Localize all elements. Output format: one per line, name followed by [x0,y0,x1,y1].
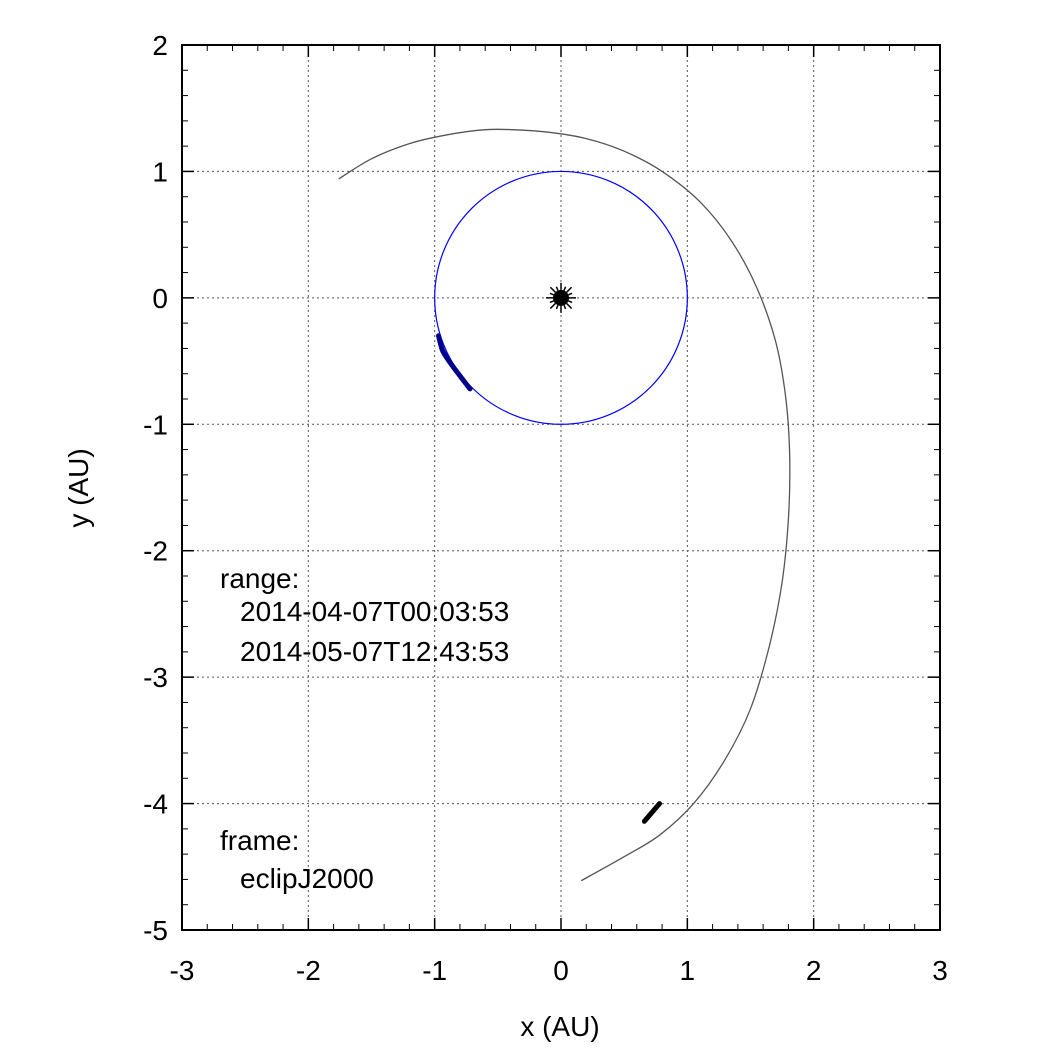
y-tick-label: 2 [152,30,168,61]
x-tick-label: 0 [553,955,569,986]
sun-icon [546,282,576,313]
x-tick-label: -2 [296,955,321,986]
tick-labels: -3 -2 -1 0 1 2 3 -5 -4 -3 -2 -1 0 1 2 [143,30,948,986]
range-start: 2014-04-07T00:03:53 [240,596,509,627]
y-axis-title: y (AU) [63,448,94,527]
range-label: range: [220,563,299,594]
frame-label: frame: [220,825,299,856]
sun-ray [555,286,559,291]
sun-ray [563,286,567,291]
sun-ray [568,300,573,304]
y-tick-label: -3 [143,662,168,693]
sun-ray [566,302,573,309]
sun-ray [549,300,554,304]
spacecraft-trajectory-line [338,128,791,882]
sun-ray [568,292,573,296]
y-tick-label: 1 [152,156,168,187]
range-end: 2014-05-07T12:43:53 [240,636,509,667]
earth-range-segment [436,333,473,392]
frame-annotation: frame: eclipJ2000 [220,825,374,894]
series [338,128,791,882]
spacecraft-range-segment [641,801,662,824]
grid [182,45,940,930]
y-tick-label: -2 [143,536,168,567]
x-tick-label: -3 [170,955,195,986]
sun-ray [563,304,567,310]
y-tick-label: -5 [143,915,168,946]
y-tick-label: 0 [152,283,168,314]
x-axis-title: x (AU) [520,1011,599,1042]
sun-ray [566,286,573,293]
sun-ray [549,292,554,296]
earth-orbit-line [434,170,688,425]
y-tick-label: -1 [143,409,168,440]
axis-ticks [181,44,941,931]
frame-value: eclipJ2000 [240,863,374,894]
plot-frame [181,44,941,931]
sun-ray [549,302,556,309]
range-annotation: range: 2014-04-07T00:03:53 2014-05-07T12… [220,563,509,667]
x-tick-label: 1 [680,955,696,986]
y-tick-label: -4 [143,789,168,820]
x-tick-label: 3 [932,955,948,986]
sun-disc [553,289,569,306]
x-tick-label: 2 [806,955,822,986]
sun-ray [549,286,556,293]
sun-ray [555,304,559,310]
x-tick-label: -1 [422,955,447,986]
